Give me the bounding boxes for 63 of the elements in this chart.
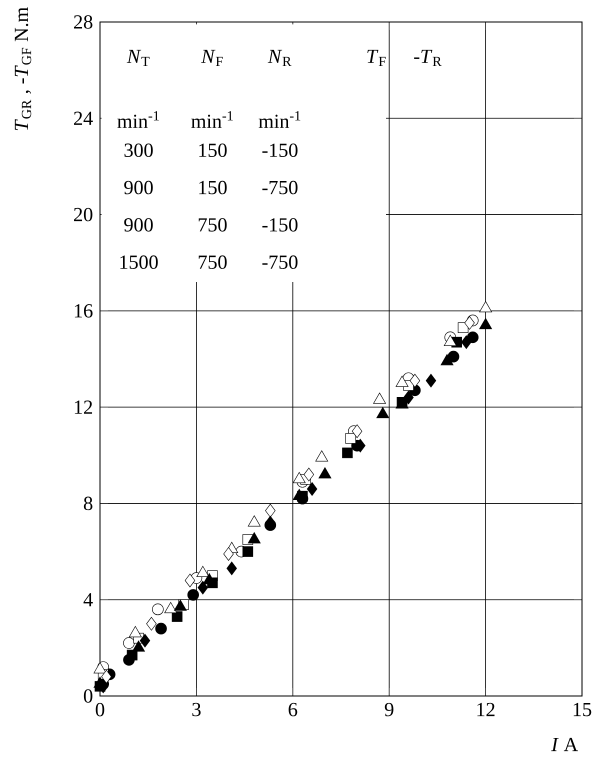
point xyxy=(242,546,254,557)
annotation: 1500 xyxy=(120,255,158,269)
x-axis-title: I A xyxy=(551,738,578,752)
point xyxy=(146,616,157,631)
point xyxy=(306,482,318,496)
annotation: min$^{-1}$ xyxy=(258,111,300,128)
y-tick-label: 12 xyxy=(74,400,92,414)
point xyxy=(403,390,414,404)
y-tick-label: 20 xyxy=(74,208,92,222)
annotation: 150 xyxy=(199,180,227,194)
annotation: 150 xyxy=(199,143,227,157)
point xyxy=(187,589,199,601)
annotation: min$^{-1}$ xyxy=(117,111,159,128)
x-tick-label: 15 xyxy=(574,702,592,716)
annotation: 900 xyxy=(124,218,153,232)
annotation: N$_{R}$ xyxy=(268,50,292,66)
y-tick-label: 24 xyxy=(74,112,93,125)
point xyxy=(223,547,234,561)
annotation: -150 xyxy=(262,218,298,232)
y-tick-label: 28 xyxy=(74,15,92,29)
point xyxy=(126,650,138,660)
y-tick-label: 16 xyxy=(74,304,93,318)
point xyxy=(410,374,420,388)
point xyxy=(464,316,475,330)
annotation: min$^{-1}$ xyxy=(191,111,233,128)
point xyxy=(342,448,353,458)
annotation: 750 xyxy=(198,255,227,269)
x-tick-label: 6 xyxy=(288,702,298,716)
point xyxy=(101,670,112,684)
point xyxy=(226,562,237,576)
point xyxy=(184,574,196,588)
point xyxy=(152,604,164,616)
annotation: -750 xyxy=(262,255,298,269)
point xyxy=(352,424,362,438)
point xyxy=(345,433,356,444)
point xyxy=(461,335,472,349)
point xyxy=(140,634,150,648)
point xyxy=(155,622,167,634)
y-tick-label: 4 xyxy=(84,593,93,606)
point xyxy=(172,611,182,622)
point xyxy=(426,374,436,388)
x-tick-label: 3 xyxy=(192,702,201,716)
point xyxy=(466,332,479,344)
annotation: -750 xyxy=(262,180,298,194)
annotation: 300 xyxy=(124,143,153,157)
point xyxy=(198,580,208,594)
y-axis-title: T$_{GR}$ , -T$_{GF}$ N.m xyxy=(14,7,32,130)
point xyxy=(123,637,135,649)
annotation: T$_{F}$ xyxy=(367,50,386,66)
annotation: 750 xyxy=(198,218,227,232)
y-tick-label: 0 xyxy=(84,689,92,703)
annotation: N$_{F}$ xyxy=(201,50,223,66)
annotation: -150 xyxy=(262,143,298,157)
annotation: -T$_{R}$ xyxy=(414,50,442,66)
annotation: 900 xyxy=(124,180,153,194)
x-tick-label: 9 xyxy=(384,702,394,716)
point xyxy=(265,504,276,518)
point xyxy=(448,350,460,362)
x-tick-label: 12 xyxy=(477,702,494,716)
point xyxy=(304,468,314,482)
y-tick-label: 8 xyxy=(84,496,92,510)
x-tick-label: 0 xyxy=(96,702,104,716)
annotation: N$_{T}$ xyxy=(126,50,150,66)
